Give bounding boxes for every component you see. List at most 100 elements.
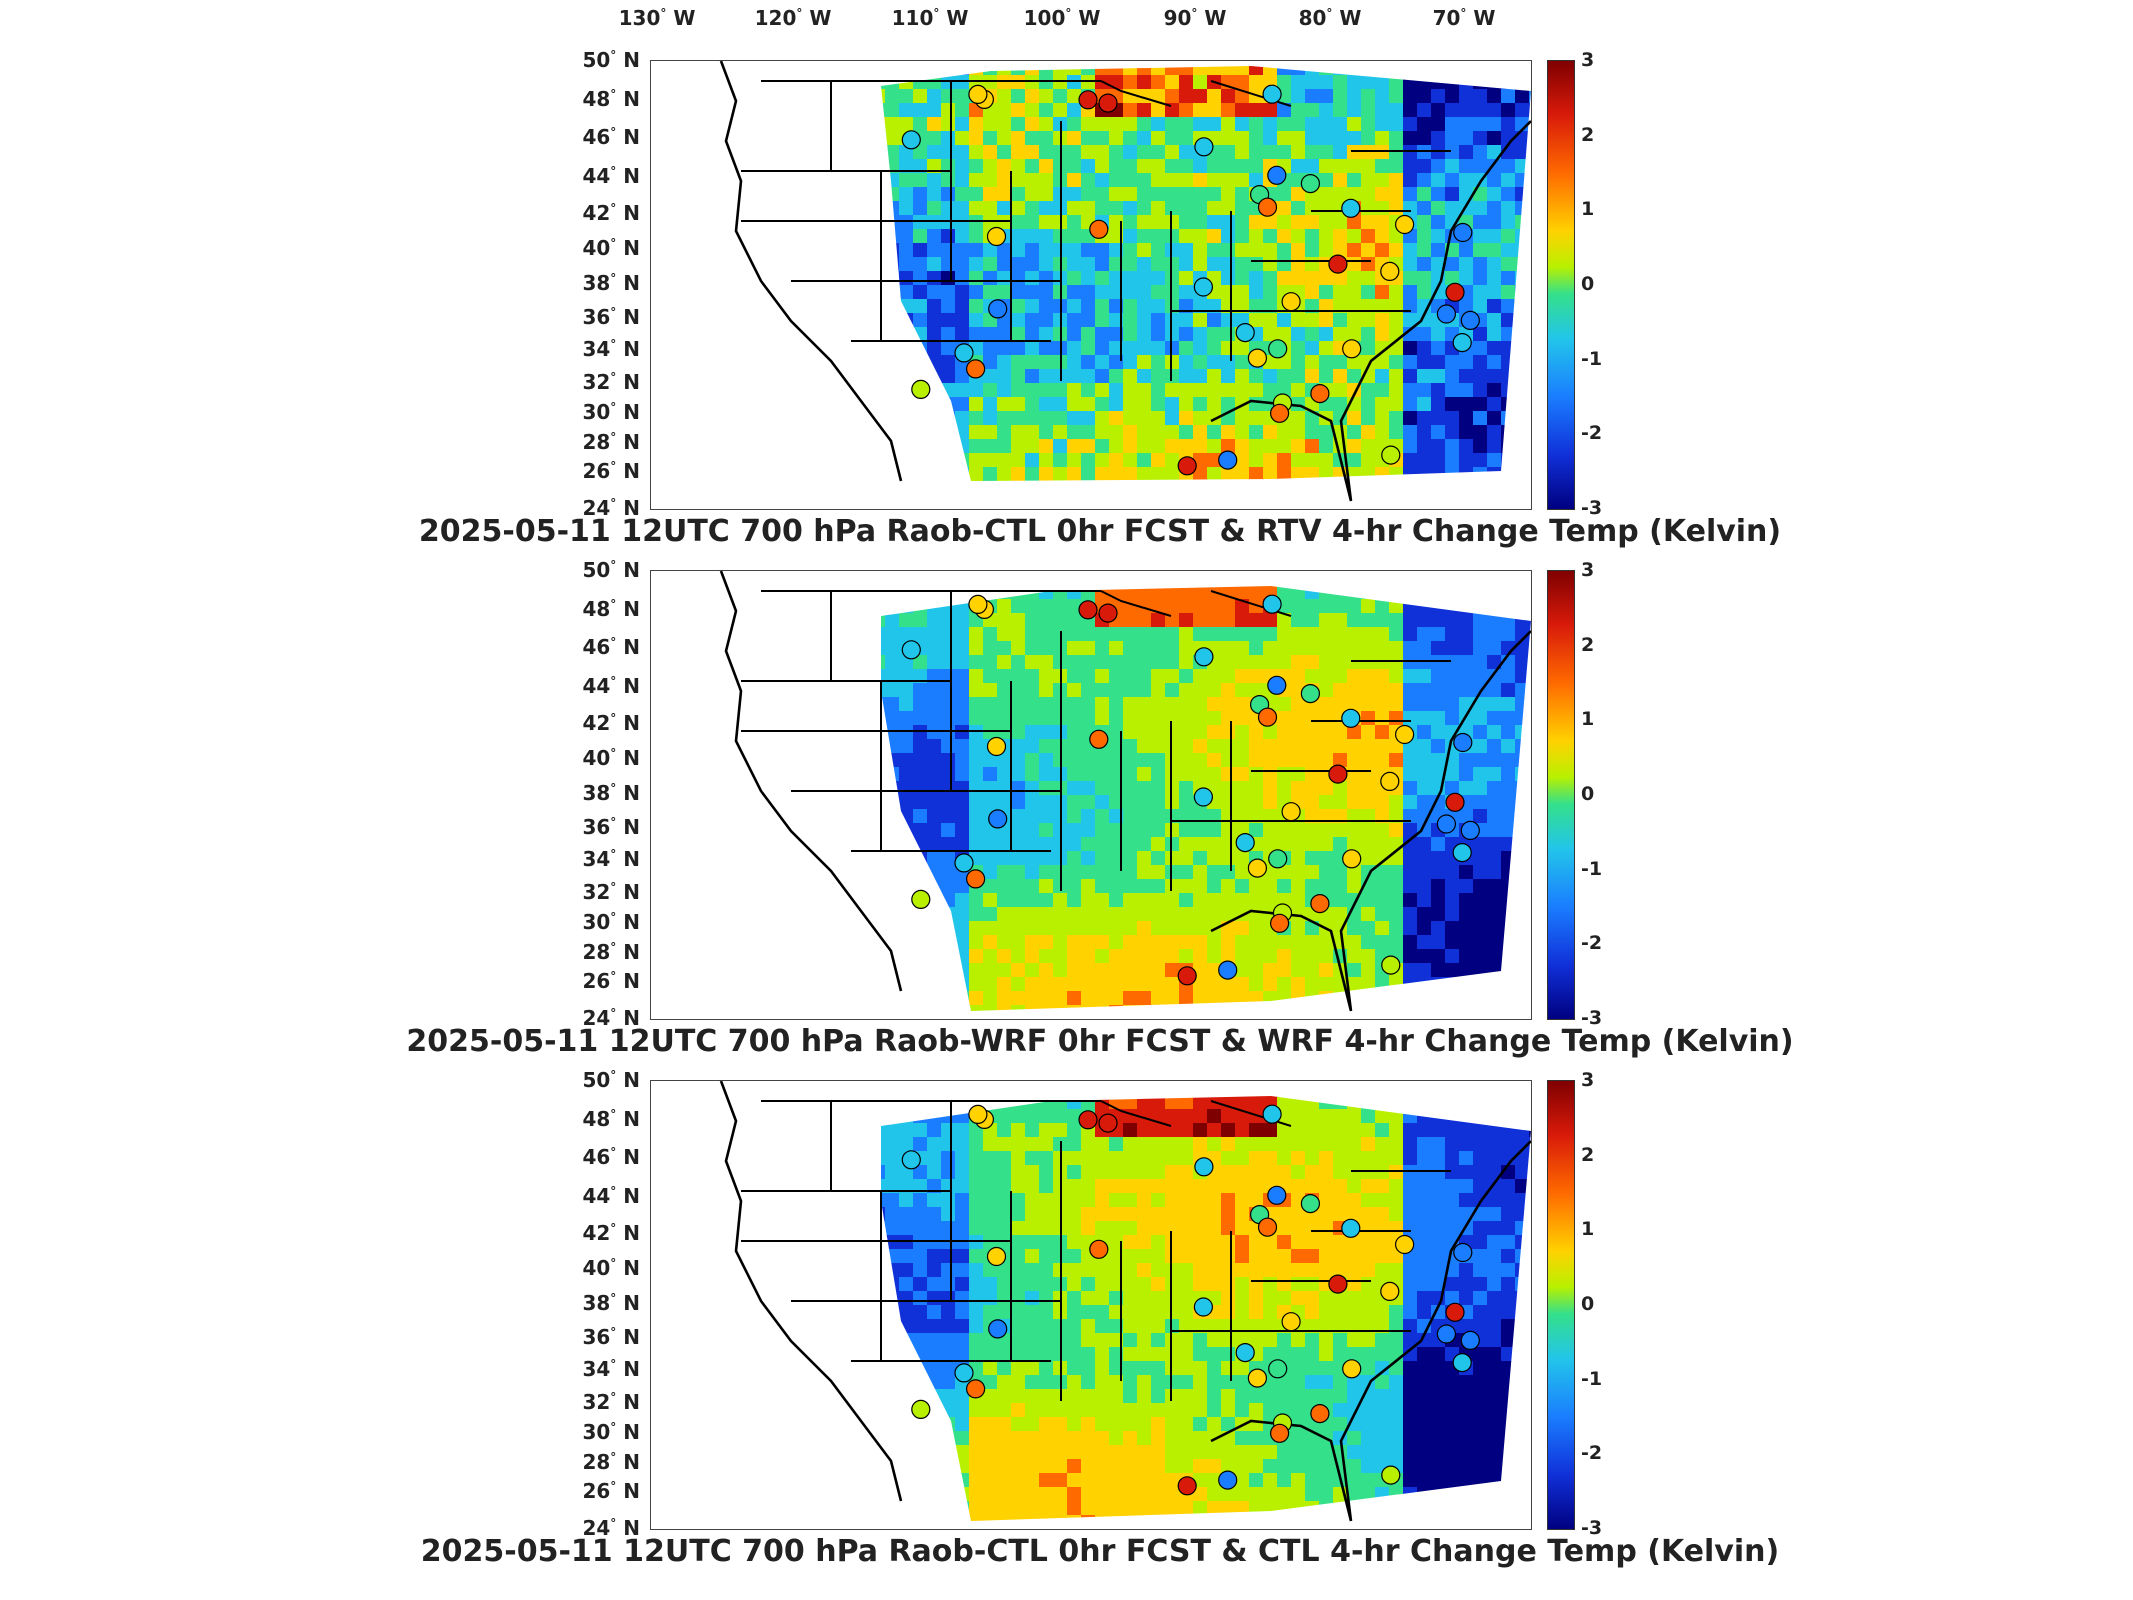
station-marker bbox=[1380, 1281, 1400, 1301]
panel-title: 2025-05-11 12UTC 700 hPa Raob-WRF 0hr FC… bbox=[406, 1024, 1794, 1059]
colorbar-tick: 1 bbox=[1581, 708, 1595, 731]
station-marker bbox=[1194, 137, 1214, 157]
station-marker bbox=[1098, 93, 1118, 113]
lat-label-24: 24° N bbox=[582, 1006, 640, 1030]
station-marker bbox=[1310, 894, 1330, 914]
station-marker bbox=[1268, 1359, 1288, 1379]
station-marker bbox=[1460, 820, 1480, 840]
temperature-map bbox=[719, 1081, 1531, 1522]
station-marker bbox=[1078, 600, 1098, 620]
station-marker bbox=[1342, 849, 1362, 869]
station-marker bbox=[1269, 913, 1290, 933]
station-marker bbox=[1436, 304, 1457, 324]
colorbar-tick: -2 bbox=[1581, 932, 1603, 955]
station-marker bbox=[966, 1379, 986, 1399]
panel-title: 2025-05-11 12UTC 700 hPa Raob-CTL 0hr FC… bbox=[420, 1534, 1780, 1569]
lat-label-28: 28° N bbox=[582, 1450, 640, 1475]
station-marker bbox=[1247, 1368, 1268, 1388]
lat-label-46: 46° N bbox=[582, 125, 640, 150]
colorbar-tick: -1 bbox=[1581, 857, 1603, 880]
station-marker bbox=[901, 640, 921, 660]
station-marker bbox=[1445, 282, 1465, 302]
station-marker bbox=[1460, 310, 1480, 330]
colorbar-tick: -1 bbox=[1581, 1367, 1603, 1390]
colorbar bbox=[1547, 60, 1575, 510]
temperature-map bbox=[719, 571, 1531, 1012]
lat-label-26: 26° N bbox=[582, 1479, 640, 1504]
station-marker bbox=[901, 130, 921, 150]
colorbar-tick: 3 bbox=[1581, 49, 1595, 71]
station-marker bbox=[966, 359, 986, 379]
map-panel-2 bbox=[650, 570, 1532, 1020]
lat-label-42: 42° N bbox=[582, 201, 640, 226]
colorbar-tick: 1 bbox=[1581, 198, 1595, 221]
colorbar-tick: 3 bbox=[1581, 559, 1595, 581]
colorbar-tick: -3 bbox=[1581, 1517, 1603, 1539]
station-marker bbox=[1194, 1157, 1214, 1177]
station-marker bbox=[1453, 222, 1473, 243]
lat-label-38: 38° N bbox=[582, 780, 640, 805]
station-marker bbox=[1328, 764, 1348, 784]
temperature-map bbox=[719, 61, 1531, 502]
lat-label-40: 40° N bbox=[582, 746, 640, 771]
station-marker bbox=[1453, 1242, 1473, 1263]
lat-label-42: 42° N bbox=[582, 1221, 640, 1246]
station-marker bbox=[901, 1150, 921, 1170]
station-marker bbox=[1262, 84, 1282, 104]
station-marker bbox=[1341, 198, 1361, 218]
station-marker bbox=[986, 226, 1007, 247]
station-marker bbox=[1460, 1330, 1480, 1350]
raob-stations bbox=[901, 594, 1480, 986]
lat-label-50: 50° N bbox=[582, 558, 640, 582]
map-panel-1 bbox=[650, 60, 1532, 510]
station-marker bbox=[1394, 1234, 1415, 1255]
station-marker bbox=[1177, 456, 1197, 476]
station-marker bbox=[1257, 707, 1278, 727]
station-marker bbox=[1380, 261, 1400, 281]
station-marker bbox=[1268, 849, 1288, 869]
lat-label-44: 44° N bbox=[582, 1184, 640, 1209]
lat-label-38: 38° N bbox=[582, 270, 640, 295]
station-marker bbox=[1267, 165, 1287, 185]
station-marker bbox=[1247, 858, 1268, 878]
station-marker bbox=[911, 379, 931, 399]
station-marker bbox=[986, 1246, 1007, 1267]
lat-label-28: 28° N bbox=[582, 430, 640, 455]
station-marker bbox=[1218, 450, 1238, 470]
station-marker bbox=[1089, 219, 1109, 239]
station-marker bbox=[1078, 90, 1098, 110]
station-marker bbox=[1235, 833, 1255, 853]
lon-label-100: 100° W bbox=[1023, 6, 1101, 30]
station-marker bbox=[1193, 787, 1214, 807]
station-marker bbox=[1300, 1193, 1321, 1214]
station-marker bbox=[1453, 732, 1473, 753]
station-marker bbox=[1381, 1465, 1401, 1485]
lat-label-38: 38° N bbox=[582, 1290, 640, 1315]
lat-label-34: 34° N bbox=[582, 336, 640, 361]
colorbar-tick: 0 bbox=[1581, 783, 1595, 805]
lat-label-48: 48° N bbox=[582, 596, 640, 621]
station-marker bbox=[1269, 403, 1290, 423]
station-marker bbox=[1341, 1218, 1361, 1238]
coastline bbox=[719, 1081, 1531, 1522]
lat-label-30: 30° N bbox=[582, 910, 640, 935]
lat-label-36: 36° N bbox=[582, 814, 640, 839]
lat-label-26: 26° N bbox=[582, 969, 640, 994]
station-marker bbox=[1257, 1217, 1278, 1237]
station-marker bbox=[1394, 214, 1415, 235]
station-marker bbox=[1193, 1297, 1214, 1317]
raob-stations bbox=[901, 84, 1480, 476]
colorbar-tick: 2 bbox=[1581, 633, 1595, 656]
station-marker bbox=[1269, 1423, 1290, 1443]
station-marker bbox=[1342, 1359, 1362, 1379]
station-marker bbox=[988, 809, 1008, 829]
lon-label-110: 110° W bbox=[891, 6, 969, 30]
lon-label-70: 70° W bbox=[1432, 6, 1496, 30]
station-marker bbox=[1262, 1104, 1282, 1124]
station-marker bbox=[1098, 603, 1118, 623]
station-marker bbox=[1098, 1113, 1118, 1133]
lat-label-48: 48° N bbox=[582, 86, 640, 111]
station-marker bbox=[1436, 1324, 1457, 1344]
lat-label-36: 36° N bbox=[582, 1324, 640, 1349]
colorbar-tick: 1 bbox=[1581, 1218, 1595, 1241]
